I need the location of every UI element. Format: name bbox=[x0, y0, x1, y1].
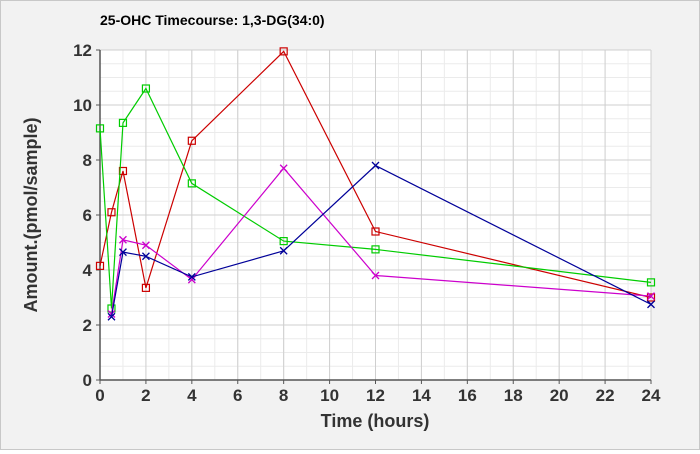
data-point bbox=[371, 245, 380, 254]
data-point bbox=[279, 246, 288, 255]
chart-title: 25-OHC Timecourse: 1,3-DG(34:0) bbox=[100, 12, 325, 28]
x-tick-label: 24 bbox=[642, 386, 661, 405]
data-point bbox=[187, 272, 196, 281]
x-tick-label: 6 bbox=[233, 386, 242, 405]
series-1 bbox=[95, 47, 656, 302]
y-tick-label: 12 bbox=[73, 41, 92, 60]
series-layer bbox=[95, 47, 656, 321]
x-tick-label: 2 bbox=[141, 386, 150, 405]
data-point bbox=[187, 136, 196, 145]
x-tick-label: 18 bbox=[504, 386, 523, 405]
data-point bbox=[371, 161, 380, 170]
x-axis-label: Time (hours) bbox=[321, 411, 430, 431]
x-tick-label: 22 bbox=[596, 386, 615, 405]
y-axis-label: Amount.(pmol/sample) bbox=[21, 117, 41, 312]
y-tick-label: 4 bbox=[83, 261, 93, 280]
x-tick-label: 12 bbox=[366, 386, 385, 405]
data-point bbox=[95, 124, 105, 133]
series-2 bbox=[95, 84, 656, 313]
y-axis-ticks: 0 2 4 6 8 10 12 bbox=[73, 41, 100, 390]
data-point bbox=[187, 275, 196, 284]
series-3 bbox=[107, 164, 655, 318]
series-line bbox=[99, 50, 652, 299]
data-point bbox=[107, 208, 116, 217]
series-line bbox=[99, 87, 652, 309]
data-point bbox=[118, 118, 128, 127]
data-point bbox=[647, 292, 655, 301]
data-point bbox=[141, 252, 150, 261]
data-point bbox=[279, 47, 288, 56]
y-tick-label: 2 bbox=[83, 316, 92, 335]
y-tick-label: 6 bbox=[83, 206, 92, 225]
data-point bbox=[279, 164, 288, 173]
x-tick-label: 4 bbox=[187, 386, 197, 405]
x-tick-label: 16 bbox=[458, 386, 477, 405]
data-point bbox=[279, 237, 288, 246]
series-4 bbox=[107, 161, 655, 321]
data-point bbox=[118, 248, 127, 257]
x-tick-label: 8 bbox=[279, 386, 288, 405]
data-point bbox=[371, 271, 380, 280]
y-tick-label: 8 bbox=[83, 151, 92, 170]
data-point bbox=[187, 179, 196, 188]
data-point bbox=[646, 278, 656, 287]
data-point bbox=[141, 283, 151, 292]
data-point bbox=[141, 84, 151, 93]
data-point bbox=[95, 261, 105, 270]
data-point bbox=[371, 227, 380, 236]
major-gridlines bbox=[99, 49, 652, 381]
x-axis-ticks: 0 2 4 6 8 10 12 14 16 18 20 22 24 bbox=[95, 380, 661, 405]
data-point bbox=[107, 312, 116, 321]
x-tick-label: 0 bbox=[95, 386, 104, 405]
x-tick-label: 14 bbox=[412, 386, 431, 405]
y-tick-label: 10 bbox=[73, 96, 92, 115]
data-point bbox=[118, 235, 127, 244]
y-tick-label: 0 bbox=[83, 371, 92, 390]
x-tick-label: 20 bbox=[550, 386, 569, 405]
data-point bbox=[646, 293, 656, 302]
x-tick-label: 10 bbox=[320, 386, 339, 405]
data-point bbox=[647, 300, 655, 309]
data-point bbox=[141, 241, 150, 250]
